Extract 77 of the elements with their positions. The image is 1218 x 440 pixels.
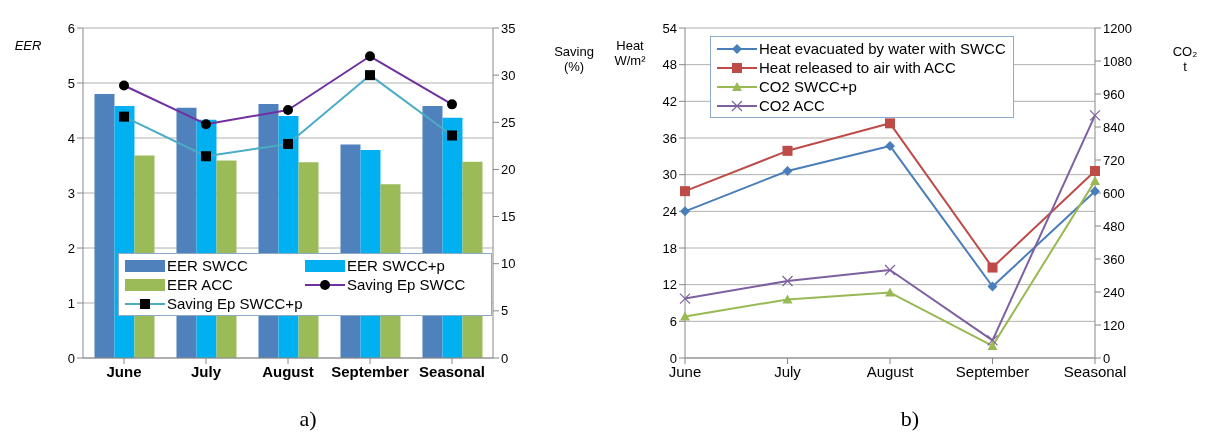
point <box>885 118 895 129</box>
point <box>679 293 691 305</box>
x-tick-label: July <box>774 362 802 380</box>
text: b) <box>899 406 921 432</box>
x-tick-label: Seasonal <box>419 362 485 380</box>
y-axis-title: EER <box>13 38 43 53</box>
y-tick-label: 3 <box>67 185 75 201</box>
legend-label: EER SWCC+p <box>347 257 445 274</box>
point <box>885 140 895 151</box>
y-axis-title: Heat W/m² <box>613 38 647 68</box>
y2-tick-label: 25 <box>501 114 516 130</box>
point <box>987 340 998 350</box>
y2-tick-label: 30 <box>501 67 516 83</box>
y-tick-label: 0 <box>67 350 75 366</box>
y-tick-label: 18 <box>662 240 677 256</box>
y2-tick-label: 360 <box>1103 251 1125 267</box>
y-tick-label: 5 <box>67 75 75 91</box>
y-tick-label: 48 <box>662 57 677 73</box>
point <box>781 275 794 287</box>
y2-tick-label: 20 <box>501 162 516 178</box>
legend-label: Heat evacuated by water with SWCC <box>759 40 1006 57</box>
y2-tick-label: 120 <box>1103 317 1125 333</box>
point <box>1090 175 1100 185</box>
y2-tick-label: 240 <box>1103 284 1125 300</box>
y2-tick-label: 960 <box>1103 86 1125 102</box>
y-tick-label: 4 <box>67 130 75 146</box>
legend-label: Saving Ep SWCC <box>347 276 466 293</box>
y2-tick-label: 1200 <box>1103 20 1132 36</box>
y-tick-label: 6 <box>67 20 75 36</box>
y-tick-label: 24 <box>662 203 677 219</box>
x-tick-label: September <box>955 362 1030 380</box>
point <box>782 145 793 156</box>
y2-tick-label: 10 <box>501 256 516 272</box>
y2-axis-title: CO₂ t <box>1171 44 1199 74</box>
y2-tick-label: 720 <box>1103 152 1125 168</box>
y2-tick-label: 0 <box>501 350 509 366</box>
bar <box>94 94 115 358</box>
x-tick-label: July <box>190 362 222 380</box>
point <box>987 281 998 292</box>
x-tick-label: June <box>106 362 142 380</box>
point <box>680 206 690 217</box>
legend-label: EER ACC <box>167 276 233 293</box>
y2-tick-label: 1080 <box>1103 53 1132 69</box>
y-tick-label: 1 <box>67 295 75 311</box>
y-tick-label: 2 <box>67 240 75 256</box>
point <box>1089 109 1101 122</box>
legend-label: EER SWCC <box>167 257 248 274</box>
point <box>885 287 895 297</box>
point <box>986 334 999 346</box>
point <box>1090 186 1100 197</box>
y2-tick-label: 840 <box>1103 119 1125 135</box>
x-tick-label: August <box>262 362 314 380</box>
point <box>987 262 998 273</box>
legend-label: Saving Ep SWCC+p <box>167 295 303 312</box>
legend-label: Heat released to air with ACC <box>759 59 956 76</box>
y2-axis-title: Saving (%) <box>553 44 595 74</box>
y-tick-label: 54 <box>662 20 677 36</box>
legend-label: CO2 ACC <box>759 97 825 114</box>
x-tick-label: September <box>331 362 409 380</box>
y2-tick-label: 480 <box>1103 218 1125 234</box>
y2-tick-label: 35 <box>501 20 516 36</box>
point <box>884 264 896 276</box>
y-tick-label: 36 <box>662 130 677 146</box>
point <box>1090 166 1100 176</box>
point <box>680 186 690 197</box>
legend-label: CO2 SWCC+p <box>759 78 857 95</box>
point <box>782 166 793 176</box>
y-tick-label: 6 <box>669 313 677 329</box>
y2-tick-label: 15 <box>501 209 516 225</box>
y-tick-label: 30 <box>662 167 677 183</box>
y2-tick-label: 5 <box>501 303 509 319</box>
y2-tick-label: 600 <box>1103 185 1125 201</box>
y-tick-label: 42 <box>662 93 677 109</box>
point <box>782 294 793 304</box>
text: a) <box>298 406 318 432</box>
y-tick-label: 12 <box>662 277 677 293</box>
x-tick-label: August <box>866 362 915 380</box>
